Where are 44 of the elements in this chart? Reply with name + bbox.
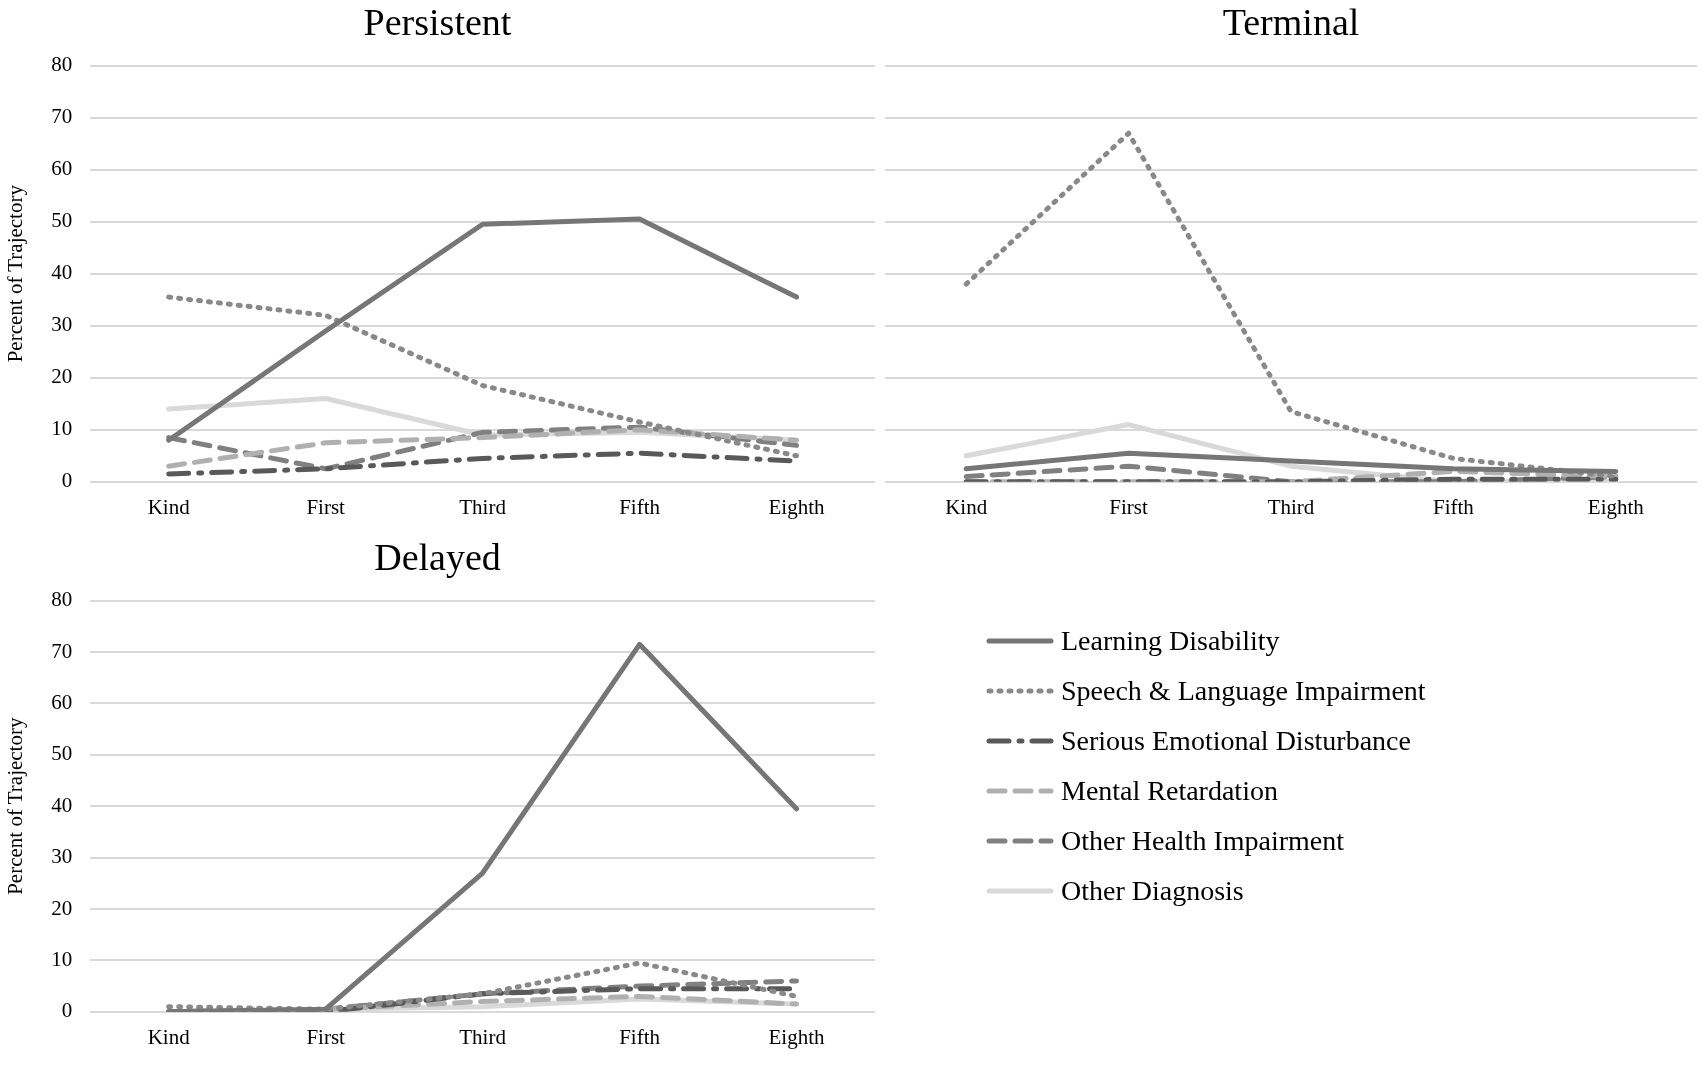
y-tick-label: 50 — [51, 741, 73, 766]
y-axis-title: Percent of Trajectory — [3, 184, 28, 363]
y-tick-label: 70 — [51, 104, 73, 129]
legend-label: Other Health Impairment — [1061, 825, 1345, 857]
chart-title: Persistent — [363, 0, 512, 43]
x-tick-label: First — [1109, 494, 1149, 519]
y-tick-label: 20 — [51, 364, 73, 389]
x-tick-label: First — [306, 494, 346, 519]
y-tick-label: 80 — [51, 587, 73, 612]
y-tick-label: 60 — [51, 689, 73, 714]
y-tick-label: 10 — [51, 946, 73, 971]
y-tick-label: 20 — [51, 895, 73, 920]
y-tick-label: 10 — [51, 416, 73, 441]
x-tick-label: Kind — [945, 494, 988, 519]
y-tick-label: 40 — [51, 260, 73, 285]
x-tick-label: Fifth — [619, 1024, 661, 1049]
y-tick-label: 30 — [51, 844, 73, 869]
chart-title: Delayed — [374, 535, 501, 578]
y-tick-label: 40 — [51, 792, 73, 817]
x-tick-label: Third — [459, 1024, 507, 1049]
x-tick-label: Eighth — [768, 1024, 826, 1049]
legend-label: Other Diagnosis — [1061, 875, 1244, 907]
x-tick-label: Third — [459, 494, 507, 519]
legend-label: Mental Retardation — [1061, 775, 1278, 807]
x-tick-label: Eighth — [768, 494, 826, 519]
legend-label: Learning Disability — [1061, 625, 1280, 657]
y-tick-label: 0 — [61, 468, 73, 493]
y-tick-label: 0 — [61, 998, 73, 1023]
x-tick-label: First — [306, 1024, 346, 1049]
chart-title: Terminal — [1222, 0, 1360, 43]
x-tick-label: Kind — [147, 1024, 191, 1049]
x-tick-label: Third — [1267, 494, 1315, 519]
legend-label: Speech & Language Impairment — [1061, 675, 1426, 707]
y-tick-label: 30 — [51, 312, 73, 337]
y-axis-title: Percent of Trajectory — [3, 717, 28, 895]
y-tick-label: 50 — [51, 208, 73, 233]
x-tick-label: Fifth — [1432, 494, 1475, 519]
y-tick-label: 70 — [51, 638, 73, 663]
x-tick-label: Kind — [147, 494, 191, 519]
x-tick-label: Fifth — [619, 494, 661, 519]
x-tick-label: Eighth — [1587, 494, 1645, 519]
y-tick-label: 60 — [51, 156, 73, 181]
legend-label: Serious Emotional Disturbance — [1061, 725, 1411, 757]
y-tick-label: 80 — [51, 52, 73, 77]
